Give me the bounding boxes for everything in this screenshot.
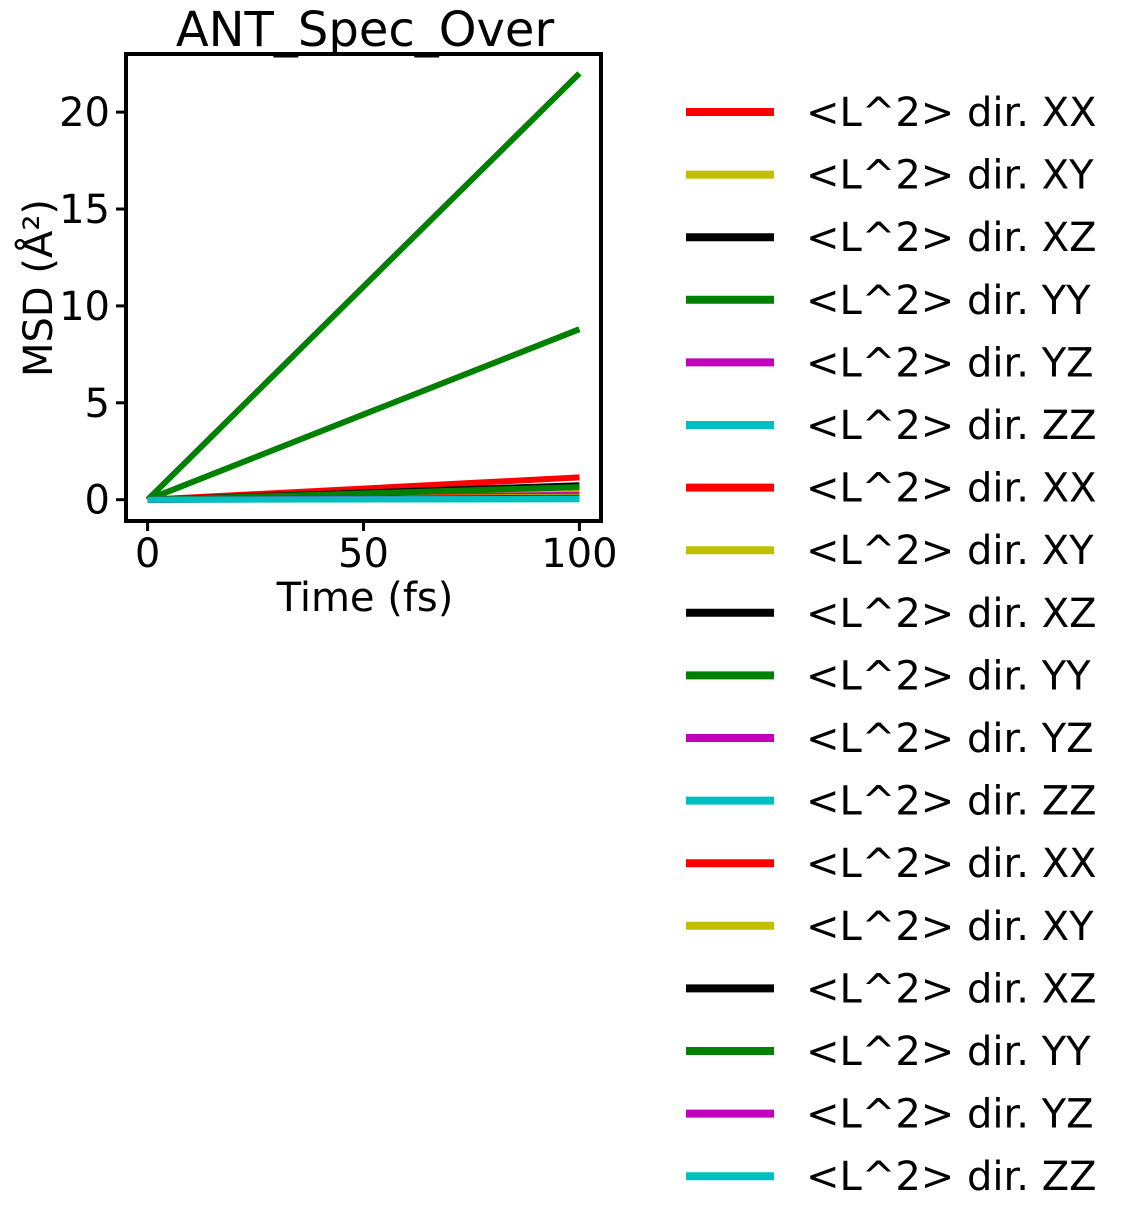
legend-label: <L^2> dir. ZZ bbox=[806, 1154, 1097, 1200]
legend-label: <L^2> dir. ZZ bbox=[806, 779, 1097, 825]
x-axis-label: Time (fs) bbox=[276, 575, 454, 621]
series-line-18 bbox=[147, 495, 580, 503]
legend-label: <L^2> dir. XX bbox=[806, 841, 1097, 887]
legend-label: <L^2> dir. XX bbox=[806, 466, 1097, 512]
legend-label: <L^2> dir. YY bbox=[806, 1029, 1091, 1075]
legend-label: <L^2> dir. XZ bbox=[806, 966, 1097, 1012]
chart-title: ANT_Spec_Over bbox=[176, 2, 555, 58]
legend-label: <L^2> dir. YZ bbox=[806, 716, 1094, 762]
legend-label: <L^2> dir. XX bbox=[806, 90, 1097, 136]
x-tick-label: 100 bbox=[541, 531, 617, 577]
x-axis-ticks: 0 50 100 bbox=[135, 521, 618, 577]
y-tick-label: 20 bbox=[59, 90, 110, 136]
legend-label: <L^2> dir. XY bbox=[806, 153, 1094, 199]
series-line-4 bbox=[145, 71, 582, 502]
legend-label: <L^2> dir. YY bbox=[806, 278, 1091, 324]
legend-label: <L^2> dir. YZ bbox=[806, 340, 1094, 386]
y-tick-label: 15 bbox=[59, 187, 110, 233]
x-tick-label: 0 bbox=[135, 531, 160, 577]
legend-label: <L^2> dir. YZ bbox=[806, 1092, 1094, 1138]
legend-label: <L^2> dir. XZ bbox=[806, 215, 1097, 261]
legend: <L^2> dir. XX <L^2> dir. XY <L^2> dir. XZ <… bbox=[686, 90, 1097, 1200]
y-axis-label: MSD (Å²) bbox=[14, 199, 62, 377]
legend-label: <L^2> dir. XY bbox=[806, 528, 1094, 574]
y-tick-label: 5 bbox=[85, 381, 110, 427]
series-line-10 bbox=[146, 326, 581, 503]
legend-label: <L^2> dir. XZ bbox=[806, 591, 1097, 637]
y-axis-ticks: 0 5 10 15 20 bbox=[59, 90, 126, 524]
y-tick-label: 10 bbox=[59, 284, 110, 330]
legend-label: <L^2> dir. YY bbox=[806, 653, 1091, 699]
x-tick-label: 50 bbox=[338, 531, 389, 577]
legend-label: <L^2> dir. ZZ bbox=[806, 403, 1097, 449]
y-tick-label: 0 bbox=[85, 478, 110, 524]
series-layer bbox=[145, 71, 582, 503]
legend-label: <L^2> dir. XY bbox=[806, 904, 1094, 950]
